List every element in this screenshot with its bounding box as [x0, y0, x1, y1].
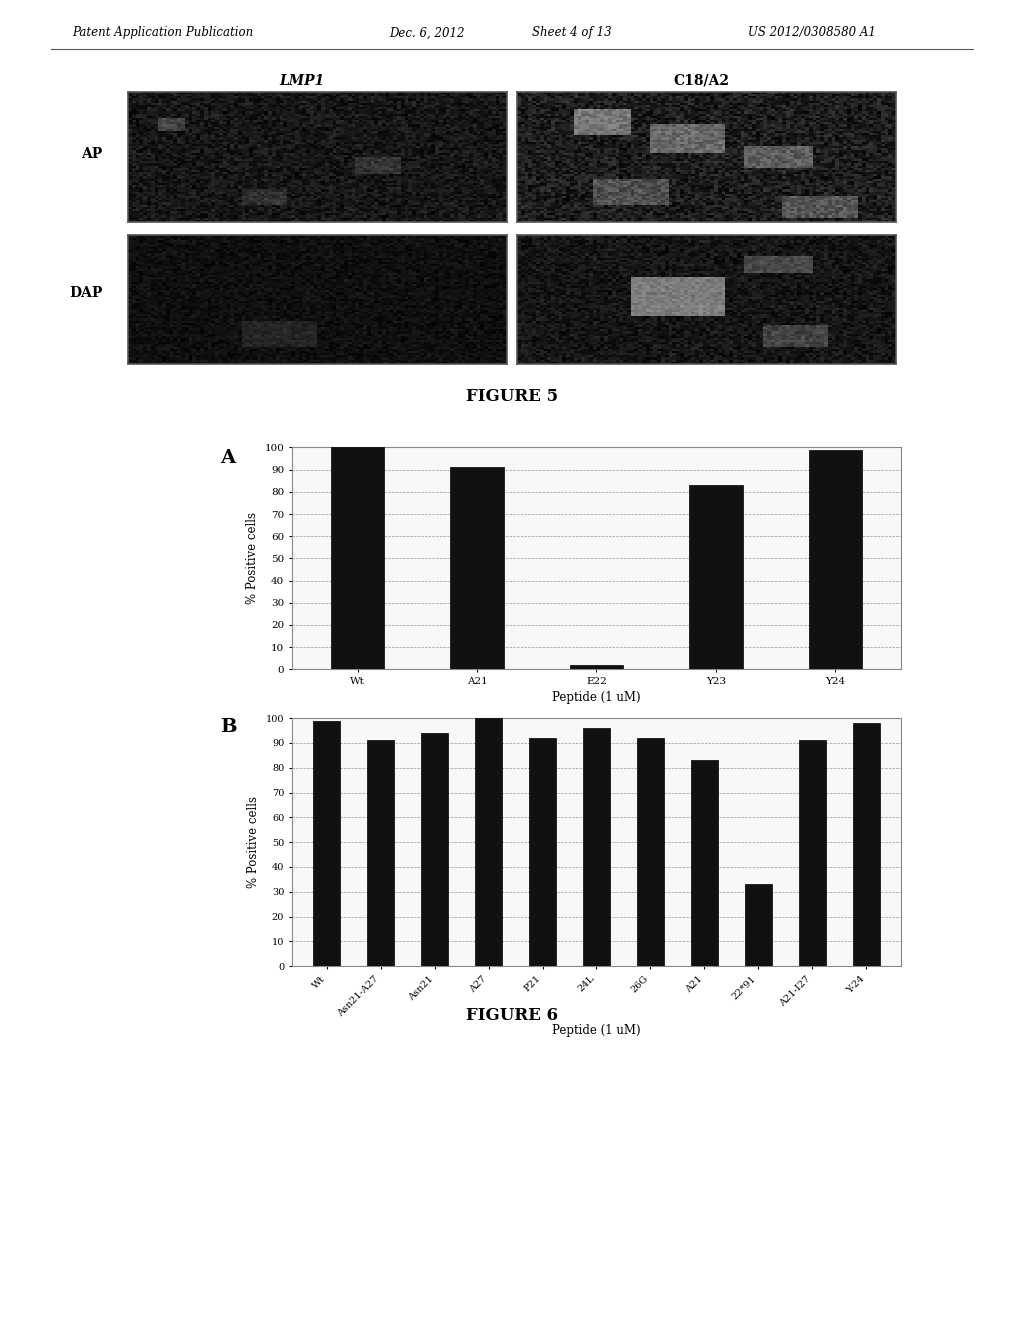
Text: Sheet 4 of 13: Sheet 4 of 13 — [532, 26, 612, 40]
Bar — [569, 665, 624, 669]
Bar — [451, 467, 504, 669]
Bar — [809, 450, 862, 669]
Bar — [744, 884, 772, 966]
Text: US 2012/0308580 A1: US 2012/0308580 A1 — [748, 26, 876, 40]
Text: C18/A2: C18/A2 — [674, 74, 729, 88]
Text: Dec. 6, 2012: Dec. 6, 2012 — [389, 26, 465, 40]
Bar — [799, 741, 825, 966]
Text: AP: AP — [81, 148, 102, 161]
Bar — [421, 733, 449, 966]
X-axis label: Peptide (1 uM): Peptide (1 uM) — [552, 692, 641, 705]
Text: LMP1: LMP1 — [280, 74, 325, 88]
Bar — [853, 723, 880, 966]
Text: DAP: DAP — [69, 286, 102, 300]
X-axis label: Peptide (1 uM): Peptide (1 uM) — [552, 1023, 641, 1036]
Bar — [583, 729, 610, 966]
Text: FIGURE 5: FIGURE 5 — [466, 388, 558, 405]
Bar — [691, 760, 718, 966]
Bar — [689, 486, 742, 669]
Bar — [475, 718, 502, 966]
Bar — [331, 447, 384, 669]
Y-axis label: % Positive cells: % Positive cells — [246, 512, 259, 605]
Bar — [529, 738, 556, 966]
Y-axis label: % Positive cells: % Positive cells — [247, 796, 260, 888]
Text: B: B — [220, 718, 237, 737]
Bar — [637, 738, 664, 966]
Text: FIGURE 6: FIGURE 6 — [466, 1007, 558, 1024]
Text: Patent Application Publication: Patent Application Publication — [72, 26, 253, 40]
Bar — [368, 741, 394, 966]
Bar — [313, 721, 340, 966]
Text: A: A — [220, 449, 236, 467]
